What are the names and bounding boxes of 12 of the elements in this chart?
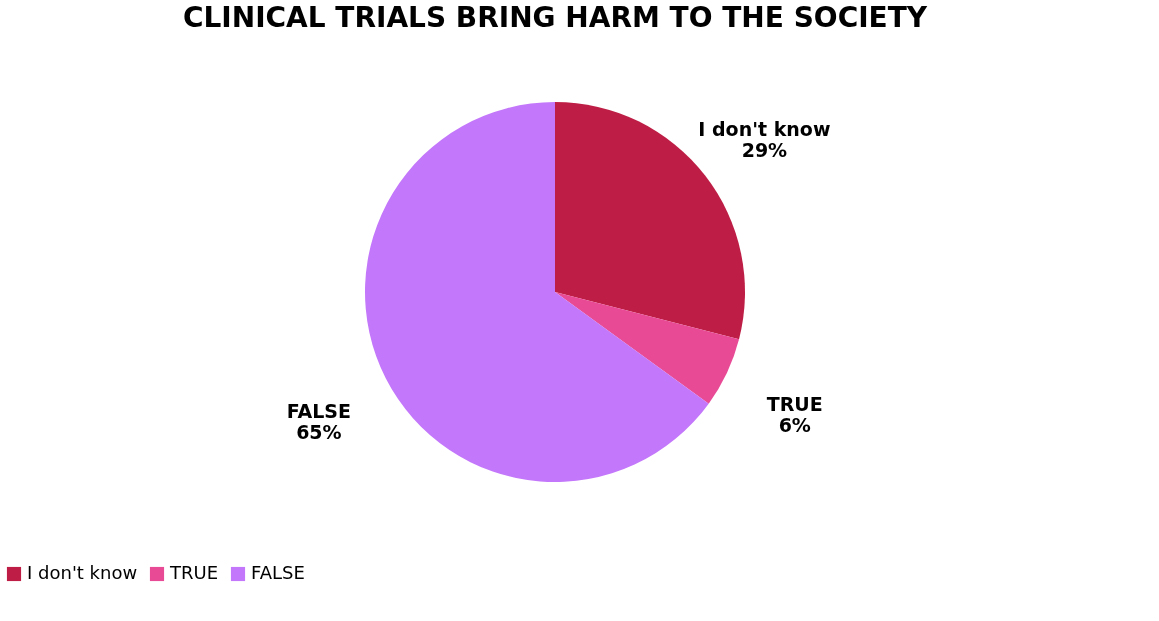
slice-label: TRUE [766, 392, 823, 415]
data-label: 29% [741, 138, 788, 161]
legend-label: FALSE [251, 562, 305, 583]
data-label: 65% [296, 421, 342, 444]
slice-label: FALSE [286, 400, 352, 423]
data-label: 6% [778, 413, 811, 436]
legend-label: I don't know [27, 562, 138, 583]
slice-label: I don't know [698, 117, 831, 140]
pie-slice [555, 292, 740, 404]
pie-slice [365, 102, 709, 482]
legend-label: TRUE [169, 562, 219, 583]
chart-title: CLINICAL TRIALS BRING HARM TO THE SOCIETY [182, 1, 928, 34]
